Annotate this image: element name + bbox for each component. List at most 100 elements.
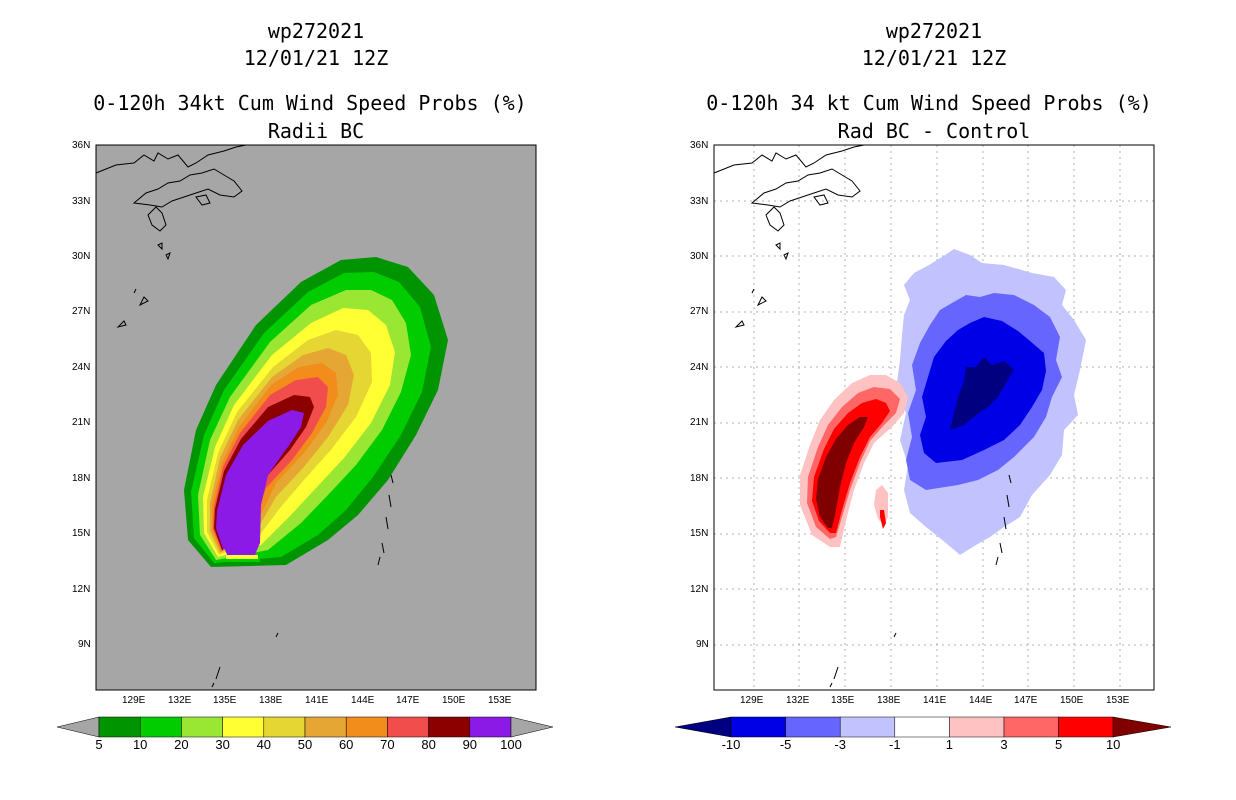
left-probability-contours xyxy=(184,257,448,567)
left-lat-tick: 24N xyxy=(72,362,91,373)
left-lat-tick: 18N xyxy=(72,473,91,484)
right-lat-tick: 33N xyxy=(690,196,709,207)
right-colorbar-label: -10 xyxy=(721,737,741,752)
right-lon-tick: 153E xyxy=(1106,695,1130,706)
left-colorbar-swatch xyxy=(181,716,223,738)
right-lat-tick: 12N xyxy=(690,584,709,595)
left-colorbar-label: 60 xyxy=(338,737,354,752)
left-lat-tick: 33N xyxy=(72,196,91,207)
right-lon-tick: 135E xyxy=(831,695,855,706)
left-colorbar-label: 5 xyxy=(95,737,103,752)
left-lat-tick: 15N xyxy=(72,528,91,539)
right-coastlines xyxy=(713,144,1012,688)
left-title-product: 0-120h 34kt Cum Wind Speed Probs (%) xyxy=(93,91,527,115)
left-title-date: 12/01/21 12Z xyxy=(243,46,389,70)
contour-100 xyxy=(222,427,292,557)
left-colorbar-label: 100 xyxy=(500,737,522,752)
right-colorbar-swatch xyxy=(894,716,950,738)
right-colorbar-label: 10 xyxy=(1105,737,1121,752)
right-lon-tick: 138E xyxy=(877,695,901,706)
right-colorbar-label: -5 xyxy=(779,737,792,752)
right-colorbar xyxy=(674,716,1172,738)
right-colorbar-swatch xyxy=(785,716,841,738)
left-lon-tick: 147E xyxy=(396,695,420,706)
contour-plus-secondary-3 xyxy=(880,510,886,529)
right-difference-map xyxy=(713,144,1155,691)
right-lon-tick: 129E xyxy=(740,695,764,706)
left-colorbar-label: 10 xyxy=(132,737,148,752)
left-lon-tick: 141E xyxy=(305,695,329,706)
right-colorbar-label: 3 xyxy=(1000,737,1008,752)
right-map-gridlines xyxy=(714,145,1154,690)
left-map-frame xyxy=(95,144,537,691)
left-colorbar-label: 40 xyxy=(256,737,272,752)
right-lat-tick: 36N xyxy=(690,140,709,151)
left-lon-tick: 150E xyxy=(442,695,466,706)
left-lon-tick: 135E xyxy=(213,695,237,706)
left-colorbar-label: 20 xyxy=(174,737,189,752)
right-lat-tick: 21N xyxy=(690,417,709,428)
left-colorbar-swatch xyxy=(469,716,512,738)
right-colorbar-label: 1 xyxy=(945,737,954,752)
right-colorbar-label: 5 xyxy=(1054,737,1063,752)
left-colorbar-swatch xyxy=(304,716,347,738)
left-colorbar-label: 70 xyxy=(380,737,395,752)
right-lat-tick: 15N xyxy=(690,528,709,539)
left-colorbar-swatch xyxy=(428,716,471,738)
right-title-storm-id: wp272021 xyxy=(885,19,983,43)
right-positive-contours xyxy=(800,375,908,547)
right-lon-tick: 132E xyxy=(786,695,810,706)
left-lat-tick: 9N xyxy=(78,639,91,650)
right-lat-tick: 30N xyxy=(690,251,709,262)
right-colorbar-swatch xyxy=(1003,716,1059,738)
left-colorbar xyxy=(56,716,554,738)
left-colorbar-label: 90 xyxy=(462,737,478,752)
left-probability-map xyxy=(95,144,537,691)
right-colorbar-swatch xyxy=(730,716,786,738)
left-colorbar-low-arrow xyxy=(56,716,100,738)
left-lon-tick: 138E xyxy=(259,695,283,706)
right-lon-tick: 147E xyxy=(1014,695,1038,706)
right-negative-contours xyxy=(896,249,1086,555)
right-colorbar-low-arrow xyxy=(674,716,732,738)
left-title-method: Radii BC xyxy=(267,119,365,143)
left-colorbar-swatch xyxy=(98,716,141,738)
left-lat-tick: 36N xyxy=(72,140,91,151)
contour-edge-yellow xyxy=(226,555,258,559)
contour-minus-10 xyxy=(950,357,1014,430)
left-lat-tick: 21N xyxy=(72,417,91,428)
left-lon-tick: 153E xyxy=(488,695,512,706)
left-colorbar-label: 30 xyxy=(215,737,230,752)
left-lat-tick: 27N xyxy=(72,306,91,317)
right-colorbar-swatch xyxy=(949,716,1005,738)
left-colorbar-swatch xyxy=(222,716,265,738)
right-lon-tick: 144E xyxy=(969,695,993,706)
left-lon-tick: 144E xyxy=(351,695,375,706)
left-colorbar-swatch xyxy=(263,716,306,738)
left-lat-tick: 30N xyxy=(72,251,91,262)
right-lon-tick: 150E xyxy=(1060,695,1084,706)
left-colorbar-high-arrow xyxy=(510,716,554,738)
right-colorbar-swatch xyxy=(839,716,896,738)
right-lat-tick: 9N xyxy=(696,639,709,650)
left-lon-tick: 132E xyxy=(168,695,192,706)
right-colorbar-label: -3 xyxy=(834,737,846,752)
right-lat-tick: 27N xyxy=(690,306,709,317)
left-title-storm-id: wp272021 xyxy=(267,19,365,43)
left-colorbar-swatch xyxy=(139,716,182,738)
left-lat-tick: 12N xyxy=(72,584,91,595)
right-lat-tick: 24N xyxy=(690,362,709,373)
right-colorbar-high-arrow xyxy=(1112,716,1172,738)
right-lat-tick: 18N xyxy=(690,473,709,484)
right-map-frame xyxy=(713,144,1155,691)
right-title-product: 0-120h 34 kt Cum Wind Speed Probs (%) xyxy=(706,91,1152,115)
left-colorbar-label: 50 xyxy=(297,737,313,752)
right-title-method: Rad BC - Control xyxy=(837,119,1031,143)
left-colorbar-label: 80 xyxy=(421,737,436,752)
left-colorbar-swatch xyxy=(387,716,429,738)
right-lon-tick: 141E xyxy=(923,695,947,706)
left-colorbar-swatch xyxy=(345,716,388,738)
right-title-date: 12/01/21 12Z xyxy=(861,46,1007,70)
left-coastlines xyxy=(95,144,394,688)
right-colorbar-swatch xyxy=(1058,716,1114,738)
